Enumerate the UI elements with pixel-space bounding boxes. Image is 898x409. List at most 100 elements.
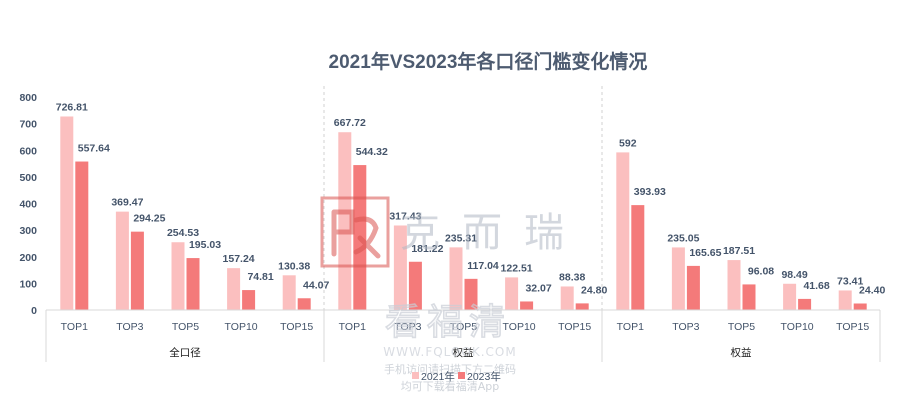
x-tick-label: TOP5 <box>450 321 477 333</box>
data-label: 74.81 <box>247 271 273 283</box>
bar <box>671 247 685 310</box>
bar <box>227 268 241 310</box>
data-label: 44.07 <box>303 279 329 291</box>
y-axis: 0 100 200 300 400 500 600 700 800 <box>19 92 37 317</box>
group-label: 权益 <box>453 346 474 359</box>
data-label: 73.41 <box>837 275 863 287</box>
bar <box>393 225 407 310</box>
data-label: 557.64 <box>78 143 110 155</box>
watermark-brand: 克而瑞 <box>320 196 586 268</box>
x-tick-label: TOP1 <box>61 321 88 333</box>
y-tick-label: 0 <box>31 305 37 317</box>
bar <box>575 303 589 310</box>
bar <box>408 261 422 310</box>
data-label: 24.40 <box>859 285 885 297</box>
bar <box>464 278 478 310</box>
bar <box>186 258 200 310</box>
data-label: 32.07 <box>525 282 551 294</box>
x-tick-label: TOP5 <box>172 321 199 333</box>
data-label: 122.51 <box>501 262 533 274</box>
x-tick-label: TOP1 <box>339 321 366 333</box>
y-tick-label: 700 <box>19 119 37 131</box>
watermark-site: 看福清 WWW.FQLOOK.COM 手机访问请扫描下方二维码 均可下载看福清A… <box>383 301 516 393</box>
bar <box>242 290 256 310</box>
data-label: 24.80 <box>581 284 607 296</box>
data-label: 235.31 <box>445 232 477 244</box>
chart-title: 2021年VS2023年各口径门槛变化情况 <box>329 50 648 73</box>
data-label: 544.32 <box>356 146 388 158</box>
watermark-site-name: 看福清 <box>385 302 511 343</box>
data-label: 369.47 <box>111 197 143 209</box>
data-label: 195.03 <box>189 239 221 251</box>
data-label: 294.25 <box>133 213 165 225</box>
data-label: 181.22 <box>411 243 443 255</box>
data-labels: 726.81 557.64 369.47 294.25254.53195.03157.… <box>56 101 886 296</box>
bar <box>560 286 574 310</box>
data-label: 165.65 <box>689 247 721 259</box>
data-label: 96.08 <box>748 265 774 277</box>
x-tick-label: TOP15 <box>558 321 591 333</box>
group-label: 全口径 <box>169 346 201 359</box>
data-label: 117.04 <box>467 260 499 272</box>
y-tick-label: 100 <box>19 278 37 290</box>
bar <box>631 205 645 310</box>
y-tick-label: 200 <box>19 252 37 264</box>
x-tick-label: TOP3 <box>394 321 421 333</box>
watermark-line2: 均可下载看福清App <box>401 379 500 393</box>
data-label: 98.49 <box>781 269 807 281</box>
data-label: 254.53 <box>167 227 199 239</box>
x-tick-label: TOP15 <box>836 321 869 333</box>
data-label: 130.38 <box>278 260 310 272</box>
x-tick-label: TOP1 <box>617 321 644 333</box>
data-label: 88.38 <box>559 271 585 283</box>
bar <box>297 298 311 310</box>
y-tick-label: 600 <box>19 145 37 157</box>
y-tick-label: 400 <box>19 199 37 211</box>
data-label: 317.43 <box>389 210 421 222</box>
bar <box>75 161 89 310</box>
y-tick-label: 500 <box>19 172 37 184</box>
legend: 2021年 2023年 <box>412 370 501 383</box>
bar <box>616 152 630 310</box>
bar <box>742 284 756 310</box>
watermark-seal-icon <box>320 196 390 268</box>
data-label: 157.24 <box>223 253 255 265</box>
group-label: 权益 <box>731 346 752 359</box>
y-tick-label: 300 <box>19 225 37 237</box>
bar <box>686 265 700 310</box>
legend-label: 2023年 <box>467 370 501 383</box>
bar <box>520 301 534 310</box>
x-axis: TOP1 TOP3 TOP5 TOP10 TOP15 全口径 TOP1 TOP3 TOP5 TOP… <box>45 309 881 362</box>
bars <box>60 86 867 310</box>
legend-label: 2021年 <box>421 370 455 383</box>
data-label: 667.72 <box>334 117 366 129</box>
bar <box>727 260 741 310</box>
data-label: 592 <box>619 137 637 149</box>
watermark-seal-glyph <box>331 209 381 259</box>
watermark-site-url: WWW.FQLOOK.COM <box>383 345 516 359</box>
x-tick-label: TOP5 <box>728 321 755 333</box>
data-label: 41.68 <box>803 280 829 292</box>
bar <box>130 231 144 310</box>
bar <box>171 242 185 310</box>
x-tick-label: TOP15 <box>280 321 313 333</box>
x-tick-label: TOP10 <box>225 321 258 333</box>
bar <box>282 275 296 310</box>
bar <box>449 247 463 310</box>
bar <box>853 303 867 310</box>
data-label: 187.51 <box>723 245 755 257</box>
bar <box>338 132 352 310</box>
watermark-brand-text: 克而瑞 <box>400 210 586 256</box>
x-tick-label: TOP3 <box>116 321 143 333</box>
bar <box>505 277 519 310</box>
x-tick-label: TOP3 <box>672 321 699 333</box>
bar <box>783 283 797 310</box>
data-label: 393.93 <box>634 186 666 198</box>
legend-swatch <box>412 372 419 379</box>
bar <box>838 290 852 310</box>
bar <box>115 211 129 310</box>
data-label: 235.05 <box>667 232 699 244</box>
legend-swatch <box>458 372 465 379</box>
bar <box>798 298 812 310</box>
